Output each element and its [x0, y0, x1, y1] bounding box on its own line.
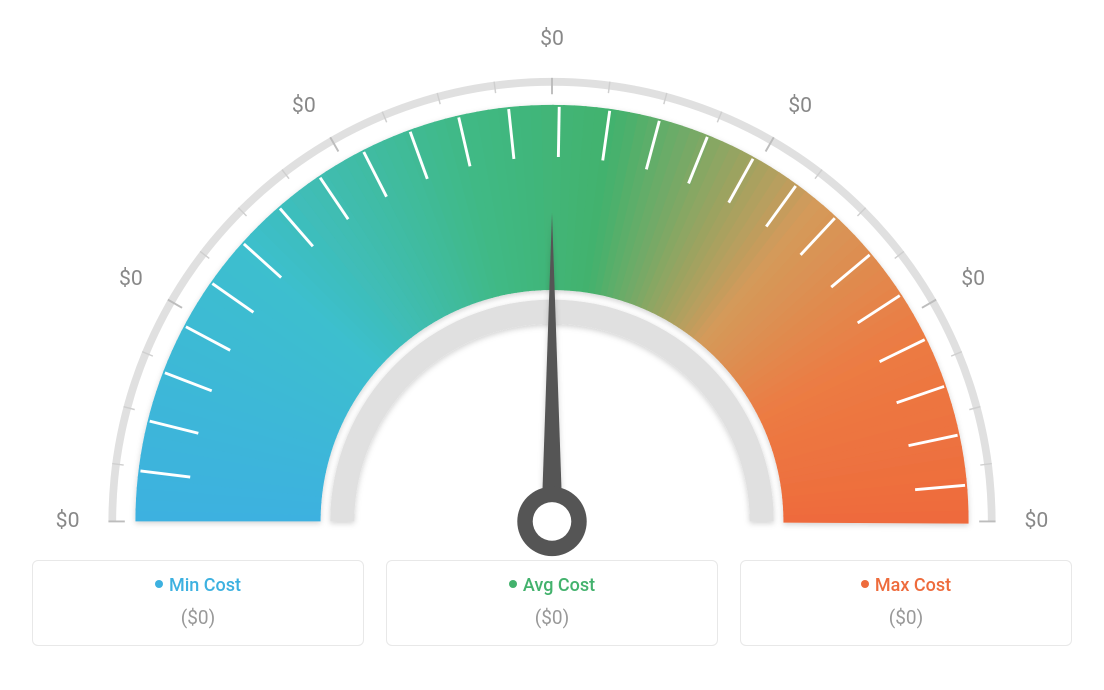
dot-icon [861, 580, 869, 588]
legend-title-max: Max Cost [761, 575, 1051, 596]
legend-row: Min Cost ($0) Avg Cost ($0) Max Cost ($0… [32, 560, 1072, 646]
legend-label: Avg Cost [523, 575, 595, 596]
gauge-svg: $0 $0 $0 $0 $0 $0 $0 [32, 20, 1072, 560]
svg-text:$0: $0 [788, 93, 812, 118]
svg-text:$0: $0 [1025, 508, 1049, 533]
legend-card-avg: Avg Cost ($0) [386, 560, 718, 646]
legend-label: Min Cost [169, 575, 241, 596]
svg-text:$0: $0 [292, 93, 316, 118]
dot-icon [509, 580, 517, 588]
dot-icon [155, 580, 163, 588]
legend-value-avg: ($0) [407, 606, 697, 629]
legend-value-max: ($0) [761, 606, 1051, 629]
gauge-chart: $0 $0 $0 $0 $0 $0 $0 [32, 20, 1072, 560]
legend-title-avg: Avg Cost [407, 575, 697, 596]
svg-text:$0: $0 [119, 266, 143, 291]
svg-text:$0: $0 [961, 266, 985, 291]
svg-text:$0: $0 [540, 26, 564, 51]
legend-card-max: Max Cost ($0) [740, 560, 1072, 646]
legend-card-min: Min Cost ($0) [32, 560, 364, 646]
svg-text:$0: $0 [56, 508, 80, 533]
legend-title-min: Min Cost [53, 575, 343, 596]
legend-value-min: ($0) [53, 606, 343, 629]
legend-label: Max Cost [875, 575, 951, 596]
